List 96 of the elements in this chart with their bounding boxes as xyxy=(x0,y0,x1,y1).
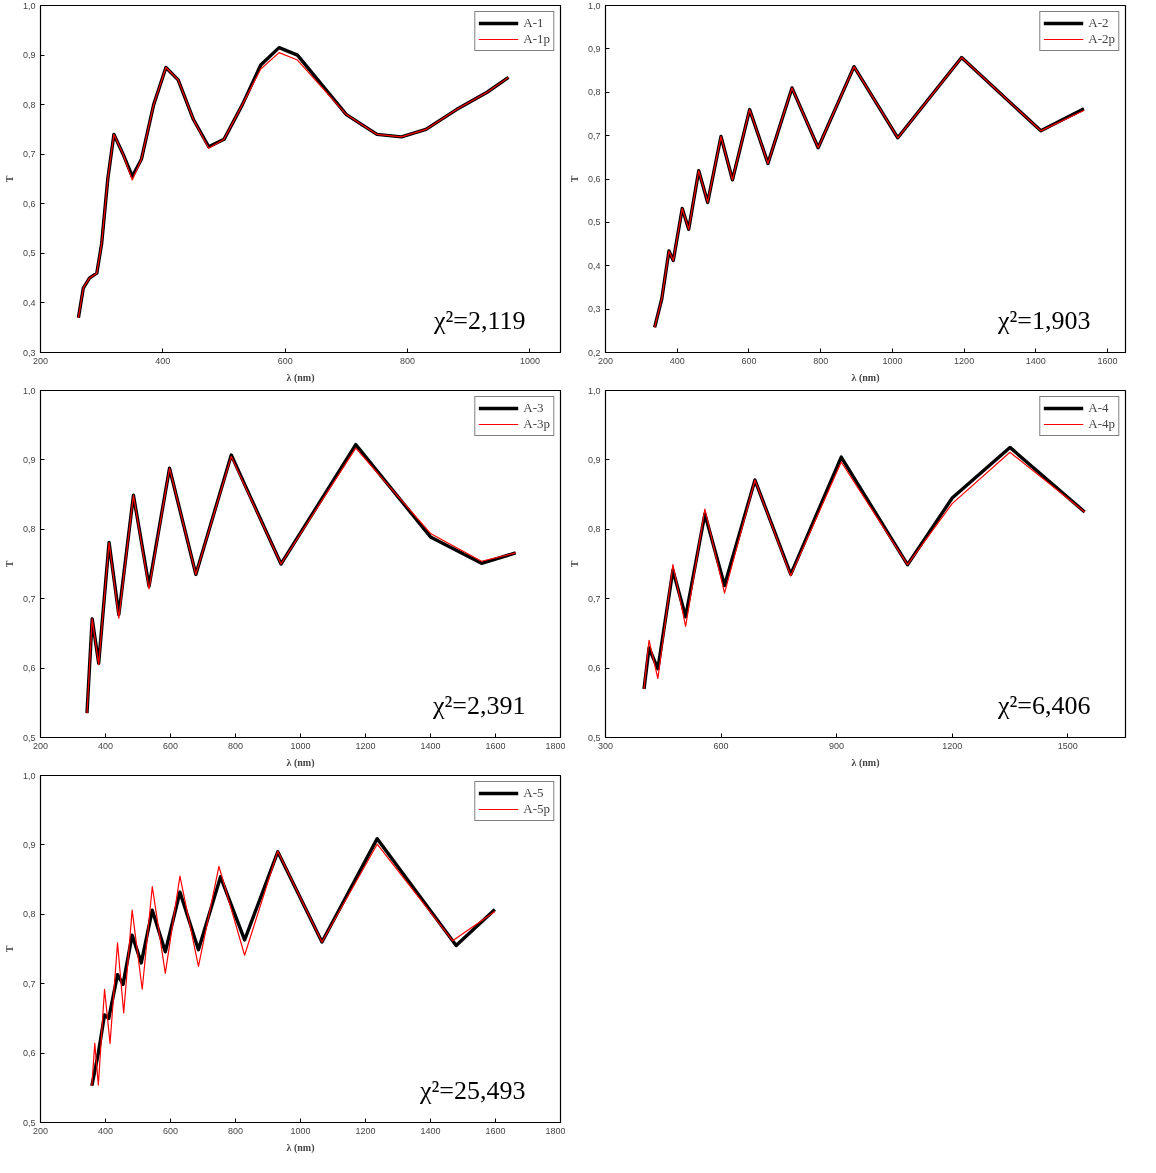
annotation: χ²=6,406 xyxy=(997,690,1091,720)
y-tick-label: 0,6 xyxy=(587,663,601,674)
legend-label: A-4p xyxy=(1088,416,1115,432)
x-tick-label: 300 xyxy=(597,740,614,751)
annotation: χ²=2,119 xyxy=(432,305,526,335)
y-axis-title: T xyxy=(3,945,15,953)
x-tick-label: 1200 xyxy=(942,740,963,751)
x-axis-title: λ (nm) xyxy=(286,371,315,384)
x-tick-label: 400 xyxy=(97,1125,114,1136)
legend-label: A-4 xyxy=(1088,400,1109,416)
x-tick-label: 800 xyxy=(400,355,416,366)
y-tick-label: 0,7 xyxy=(22,593,36,604)
x-tick-label: 1400 xyxy=(420,740,441,751)
legend-label: A-3 xyxy=(523,400,544,416)
y-tick-label: 0,4 xyxy=(22,297,36,308)
y-tick-label: 0,3 xyxy=(22,347,36,358)
x-tick-label: 1200 xyxy=(355,740,376,751)
x-tick-label: 1200 xyxy=(954,355,975,366)
y-tick-label: 0,8 xyxy=(587,87,601,98)
y-axis-title: T xyxy=(3,560,15,568)
y-tick-label: 0,8 xyxy=(22,524,36,535)
y-tick-label: 0,9 xyxy=(587,454,601,465)
y-tick-label: 0,2 xyxy=(587,347,601,358)
y-tick-label: 0,7 xyxy=(587,130,601,141)
x-tick-label: 1000 xyxy=(882,355,903,366)
legend-label: A-2 xyxy=(1088,15,1109,31)
x-tick-label: 1400 xyxy=(420,1125,441,1136)
x-tick-label: 200 xyxy=(32,355,49,366)
x-tick-label: 1000 xyxy=(519,355,540,366)
legend-label: A-2p xyxy=(1088,31,1115,47)
x-tick-label: 800 xyxy=(227,740,244,751)
x-tick-label: 600 xyxy=(713,740,729,751)
x-tick-label: 800 xyxy=(813,355,829,366)
x-tick-label: 600 xyxy=(741,355,757,366)
annotation: χ²=25,493 xyxy=(419,1075,526,1105)
legend-label: A-3p xyxy=(523,416,550,432)
y-tick-label: 0,9 xyxy=(22,50,36,61)
x-tick-label: 1800 xyxy=(545,740,566,751)
legend-label: A-1p xyxy=(523,31,550,47)
annotation: χ²=2,391 xyxy=(432,690,526,720)
y-tick-label: 0,5 xyxy=(587,732,601,743)
y-tick-label: 0,5 xyxy=(587,217,601,228)
y-tick-label: 1,0 xyxy=(22,0,36,11)
y-tick-label: 1,0 xyxy=(587,385,601,396)
annotation: χ²=1,903 xyxy=(997,305,1091,335)
x-tick-label: 1000 xyxy=(290,1125,311,1136)
x-tick-label: 600 xyxy=(162,740,179,751)
y-tick-label: 0,9 xyxy=(22,454,36,465)
y-tick-label: 0,8 xyxy=(22,909,36,920)
y-tick-label: 0,5 xyxy=(22,732,36,743)
x-tick-label: 1600 xyxy=(485,740,506,751)
y-tick-label: 0,4 xyxy=(587,260,601,271)
y-tick-label: 0,9 xyxy=(587,43,601,54)
y-tick-label: 0,6 xyxy=(22,1048,36,1059)
x-axis-title: λ (nm) xyxy=(851,756,880,769)
x-tick-label: 1400 xyxy=(1025,355,1046,366)
y-tick-label: 0,6 xyxy=(22,198,36,209)
x-tick-label: 1500 xyxy=(1057,740,1078,751)
x-tick-label: 400 xyxy=(97,740,114,751)
y-tick-label: 1,0 xyxy=(22,385,36,396)
y-tick-label: 1,0 xyxy=(22,770,36,781)
y-tick-label: 0,5 xyxy=(22,1117,36,1128)
x-tick-label: 400 xyxy=(669,355,685,366)
y-tick-label: 0,5 xyxy=(22,248,36,259)
y-tick-label: 0,8 xyxy=(22,99,36,110)
y-axis-title: T xyxy=(568,560,580,568)
y-tick-label: 1,0 xyxy=(587,0,601,11)
x-tick-label: 1600 xyxy=(485,1125,506,1136)
x-tick-label: 200 xyxy=(32,1125,49,1136)
x-axis-title: λ (nm) xyxy=(286,1141,315,1154)
y-tick-label: 0,7 xyxy=(22,978,36,989)
x-tick-label: 200 xyxy=(597,355,614,366)
legend-label: A-5 xyxy=(523,785,544,801)
x-tick-label: 800 xyxy=(227,1125,244,1136)
y-tick-label: 0,7 xyxy=(587,593,601,604)
legend-label: A-1 xyxy=(523,15,544,31)
x-tick-label: 1800 xyxy=(545,1125,566,1136)
x-tick-label: 1600 xyxy=(1097,355,1118,366)
x-tick-label: 600 xyxy=(277,355,293,366)
y-tick-label: 0,7 xyxy=(22,149,36,160)
y-axis-title: T xyxy=(3,175,15,183)
legend-label: A-5p xyxy=(523,801,550,817)
y-tick-label: 0,8 xyxy=(587,524,601,535)
y-tick-label: 0,6 xyxy=(587,174,601,184)
x-tick-label: 400 xyxy=(155,355,171,366)
x-axis-title: λ (nm) xyxy=(851,371,880,384)
x-tick-label: 1000 xyxy=(290,740,311,751)
y-tick-label: 0,3 xyxy=(587,304,601,315)
x-axis-title: λ (nm) xyxy=(286,756,315,769)
x-tick-label: 1200 xyxy=(355,1125,376,1136)
x-tick-label: 900 xyxy=(829,740,845,751)
y-axis-title: T xyxy=(568,175,580,183)
x-tick-label: 200 xyxy=(32,740,49,751)
y-tick-label: 0,6 xyxy=(22,663,36,674)
x-tick-label: 600 xyxy=(162,1125,179,1136)
y-tick-label: 0,9 xyxy=(22,839,36,850)
